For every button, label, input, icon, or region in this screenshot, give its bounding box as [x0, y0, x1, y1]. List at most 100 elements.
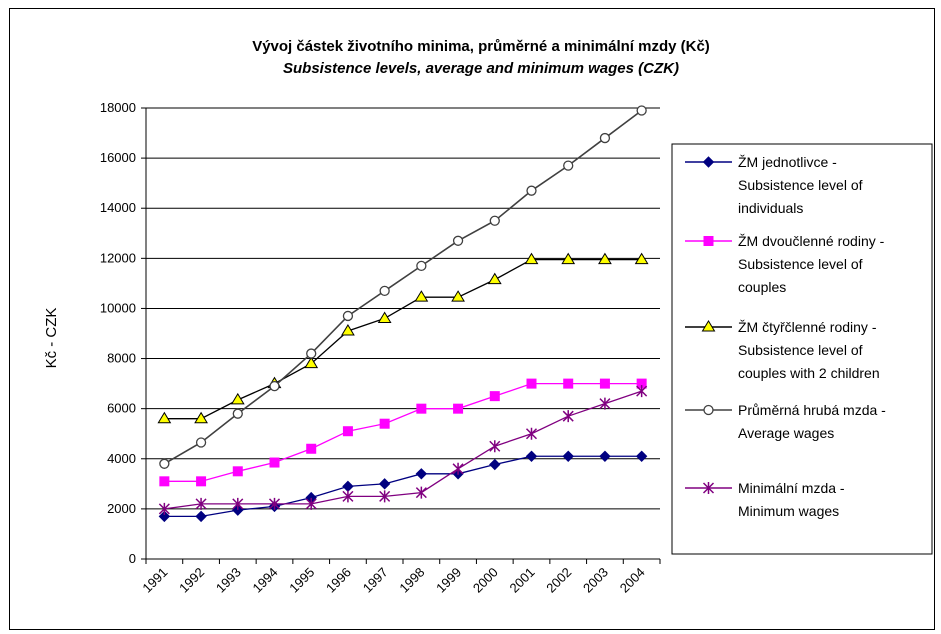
- series-group: [157, 105, 649, 523]
- y-axis-label: Kč - CZK: [43, 308, 60, 369]
- legend-label: individuals: [738, 200, 803, 216]
- legend-item: ŽM dvoučlenné rodiny - Subsistence level …: [685, 233, 885, 295]
- y-tick-label: 0: [129, 551, 136, 566]
- legend-item: Minimální mzda - Minimum wages: [685, 480, 845, 519]
- data-point: [158, 502, 170, 515]
- data-point: [195, 510, 207, 523]
- series-line: [163, 109, 643, 465]
- series-2: [159, 378, 647, 487]
- data-point: [415, 486, 427, 499]
- series-5: [158, 385, 648, 515]
- data-point: [599, 378, 610, 389]
- y-tick-labels: 0 2000 4000 6000 8000 10000 12000 14000 16000 180…: [100, 100, 136, 566]
- data-point: [525, 427, 538, 440]
- data-point: [159, 476, 170, 487]
- legend-item: ŽM čtyřčlenné rodiny - Subsistence level …: [685, 319, 880, 381]
- x-tick-label: 2004: [617, 565, 648, 596]
- legend-label: ŽM čtyřčlenné rodiny -: [738, 319, 877, 335]
- x-tick-label: 1998: [396, 565, 427, 596]
- data-point: [269, 457, 280, 468]
- data-point: [232, 497, 244, 510]
- data-point: [378, 478, 391, 490]
- legend-item: ŽM jednotlivce - Subsistence level of indi…: [685, 154, 863, 216]
- data-point: [232, 466, 243, 477]
- chart-subtitle: Subsistence levels, average and minimum …: [283, 60, 679, 77]
- legend-label: couples with 2 children: [738, 365, 880, 381]
- data-point: [599, 450, 611, 462]
- legend-marker: [701, 320, 716, 332]
- data-point: [232, 504, 244, 516]
- data-point: [304, 356, 319, 369]
- legend-item: Průměrná hrubá mzda - Average wages: [685, 402, 886, 441]
- legend-box: [671, 143, 933, 555]
- x-tick-label: 1993: [213, 565, 244, 596]
- data-point: [414, 290, 429, 302]
- data-point: [342, 480, 354, 493]
- data-point: [342, 426, 353, 437]
- data-point: [526, 378, 537, 389]
- data-point: [379, 490, 391, 503]
- data-point: [489, 458, 501, 471]
- data-point: [377, 311, 392, 323]
- data-point: [453, 403, 464, 414]
- data-point: [598, 252, 612, 265]
- data-point: [489, 215, 500, 226]
- data-point: [489, 440, 501, 453]
- data-point: [452, 235, 464, 246]
- series-line: [164, 455, 642, 518]
- x-tick-label: 1992: [176, 565, 207, 596]
- gridlines: [146, 107, 660, 510]
- y-tick-label: 12000: [100, 250, 136, 265]
- x-tick-labels: 1991 1992 1993 1994 1995 1996 1997 1998 1999 2000…: [139, 565, 647, 596]
- series-1: [158, 450, 648, 523]
- data-point: [230, 392, 245, 405]
- legend-label: Minimum wages: [738, 503, 839, 519]
- y-tick-label: 8000: [107, 351, 136, 366]
- data-point: [379, 285, 390, 297]
- data-point: [268, 497, 281, 510]
- data-point: [415, 468, 428, 480]
- y-tick-label: 18000: [100, 100, 136, 115]
- y-tick-label: 2000: [107, 501, 136, 516]
- data-point: [563, 160, 574, 171]
- data-point: [599, 397, 611, 410]
- y-tick-label: 14000: [100, 200, 136, 215]
- legend-marker: [703, 404, 714, 416]
- data-point: [562, 450, 574, 462]
- data-point: [306, 443, 317, 454]
- legend-label: ŽM dvoučlenné rodiny -: [738, 233, 885, 249]
- chart-title: Vývoj částek životního minima, průměrné …: [252, 38, 710, 55]
- data-point: [524, 252, 539, 265]
- legend-label: Minimální mzda -: [738, 480, 845, 496]
- data-point: [636, 385, 648, 398]
- data-point: [341, 324, 355, 336]
- legend-marker: [702, 156, 715, 168]
- data-point: [157, 411, 172, 424]
- data-point: [561, 252, 576, 265]
- legend-label: Subsistence level of: [738, 342, 863, 358]
- y-tick-label: 6000: [107, 401, 136, 416]
- series-3: [157, 252, 649, 424]
- series-line: [164, 390, 642, 510]
- axes: [141, 107, 661, 564]
- data-point: [306, 348, 317, 359]
- x-tick-label: 2003: [580, 565, 611, 596]
- data-point: [195, 497, 207, 510]
- legend-label: ŽM jednotlivce -: [738, 154, 837, 170]
- data-point: [159, 458, 170, 469]
- data-point: [342, 310, 354, 322]
- legend-label: Average wages: [738, 425, 834, 441]
- data-point: [526, 185, 537, 196]
- x-tick-label: 2002: [543, 565, 574, 596]
- data-point: [562, 410, 574, 423]
- legend-label: Průměrná hrubá mzda -: [738, 402, 886, 418]
- legend-marker: [702, 482, 715, 494]
- data-point: [416, 403, 427, 414]
- x-tick-label: 1994: [250, 565, 281, 596]
- data-point: [195, 437, 207, 448]
- data-point: [232, 408, 243, 419]
- x-tick-label: 1997: [360, 565, 391, 596]
- data-point: [416, 260, 427, 272]
- data-point: [635, 450, 648, 462]
- data-point: [194, 411, 208, 424]
